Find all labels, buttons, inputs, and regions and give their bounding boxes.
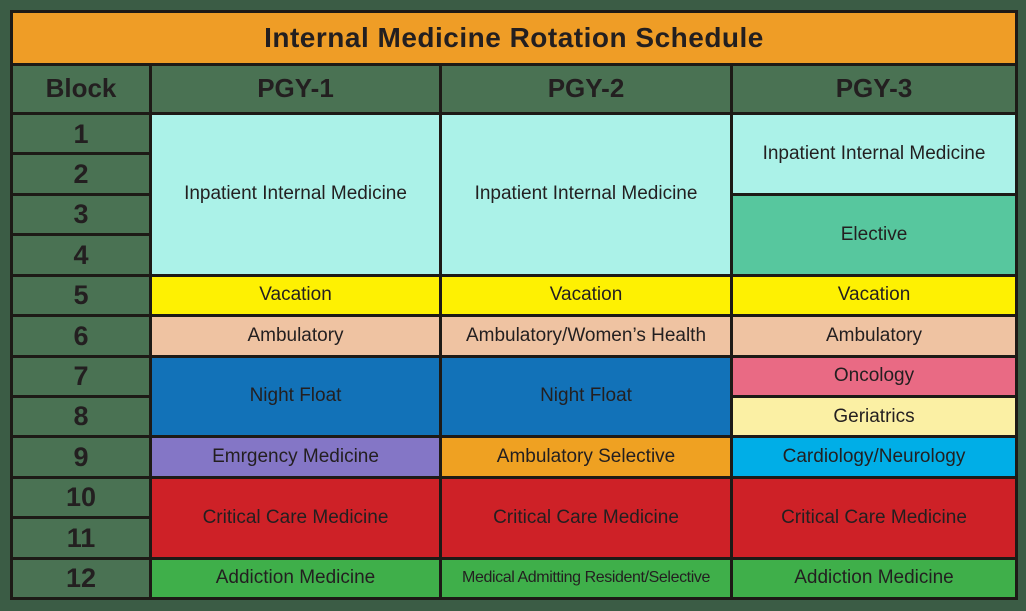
cell-pgy3-inpatient-internal-medicine: Inpatient Internal Medicine	[733, 115, 1015, 193]
block-number-10: 10	[13, 478, 149, 517]
page-title: Internal Medicine Rotation Schedule	[13, 13, 1015, 63]
cell-pgy2-critical-care-medicine: Critical Care Medicine	[442, 478, 730, 557]
cell-pgy3-ambulatory: Ambulatory	[733, 317, 1015, 355]
column-header-pgy3: PGY-3	[733, 66, 1015, 112]
cell-pgy1-ambulatory: Ambulatory	[152, 317, 439, 355]
schedule-grid: Internal Medicine Rotation Schedule Bloc…	[13, 13, 1015, 597]
cell-pgy1-addiction-medicine: Addiction Medicine	[152, 559, 439, 597]
block-number-6: 6	[13, 317, 149, 355]
cell-pgy1-critical-care-medicine: Critical Care Medicine	[152, 478, 439, 557]
block-number-12: 12	[13, 559, 149, 597]
cell-pgy3-geriatrics: Geriatrics	[733, 397, 1015, 436]
cell-pgy3-addiction-medicine: Addiction Medicine	[733, 559, 1015, 597]
cell-pgy3-vacation: Vacation	[733, 276, 1015, 315]
block-number-1: 1	[13, 115, 149, 153]
cell-pgy2-vacation: Vacation	[442, 276, 730, 315]
cell-pgy2-night-float: Night Float	[442, 357, 730, 436]
column-header-pgy2: PGY-2	[442, 66, 730, 112]
rotation-schedule-table: Internal Medicine Rotation Schedule Bloc…	[10, 10, 1018, 600]
cell-pgy2-ambulatory-selective: Ambulatory Selective	[442, 438, 730, 476]
cell-pgy2-medical-admitting-resident-selective: Medical Admitting Resident/Selective	[442, 559, 730, 597]
cell-pgy2-inpatient-internal-medicine: Inpatient Internal Medicine	[442, 115, 730, 274]
block-number-2: 2	[13, 155, 149, 193]
cell-pgy2-ambulatory-womens-health: Ambulatory/Women’s Health	[442, 317, 730, 355]
cell-pgy3-critical-care-medicine: Critical Care Medicine	[733, 478, 1015, 557]
block-number-7: 7	[13, 357, 149, 395]
cell-pgy3-cardiology-neurology: Cardiology/Neurology	[733, 438, 1015, 476]
block-number-3: 3	[13, 195, 149, 234]
column-header-pgy1: PGY-1	[152, 66, 439, 112]
cell-pgy3-oncology: Oncology	[733, 357, 1015, 395]
cell-pgy1-vacation: Vacation	[152, 276, 439, 315]
block-number-5: 5	[13, 276, 149, 315]
block-number-4: 4	[13, 236, 149, 274]
column-header-block: Block	[13, 66, 149, 112]
cell-pgy1-emergency-medicine: Emrgency Medicine	[152, 438, 439, 476]
block-number-8: 8	[13, 397, 149, 436]
cell-pgy3-elective: Elective	[733, 195, 1015, 274]
cell-pgy1-night-float: Night Float	[152, 357, 439, 436]
block-number-9: 9	[13, 438, 149, 476]
cell-pgy1-inpatient-internal-medicine: Inpatient Internal Medicine	[152, 115, 439, 274]
block-number-11: 11	[13, 519, 149, 557]
